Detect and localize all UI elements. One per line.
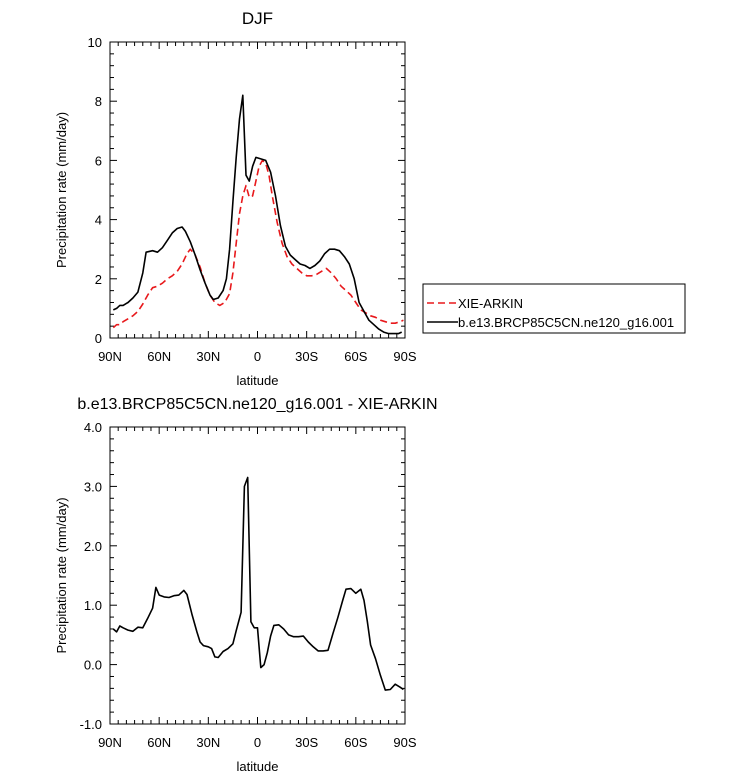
chart1-y-tick-label: 10 xyxy=(88,35,102,50)
chart2-x-tick-label: 90N xyxy=(98,735,122,750)
chart1-x-tick-label: 90N xyxy=(98,349,122,364)
chart1-plot-frame xyxy=(109,41,406,339)
chart2-y-tick-label: 1.0 xyxy=(84,598,102,613)
chart2-x-axis-label: latitude xyxy=(237,759,279,774)
chart1-x-tick-label: 90S xyxy=(393,349,416,364)
legend-box xyxy=(422,283,686,334)
chart1-y-tick-label: 2 xyxy=(95,272,102,287)
chart2-y-tick-label: 2.0 xyxy=(84,539,102,554)
chart1-x-axis-label: latitude xyxy=(237,373,279,388)
chart2-y-tick-label: 4.0 xyxy=(84,420,102,435)
chart2-y-tick-label: 0.0 xyxy=(84,658,102,673)
legend-label-1: XIE-ARKIN xyxy=(458,296,523,311)
chart1-x-tick-label: 60S xyxy=(344,349,367,364)
chart2-y-axis-label: Precipitation rate (mm/day) xyxy=(54,497,69,653)
chart2-series-line-1 xyxy=(112,476,404,691)
chart2-y-tick-label: -1.0 xyxy=(80,717,102,732)
chart1-y-tick-label: 6 xyxy=(95,153,102,168)
chart2-title: b.e13.BRCP85C5CN.ne120_g16.001 - XIE-ARK… xyxy=(77,396,437,413)
chart2-plot-frame xyxy=(109,426,406,725)
chart1-y-tick-label: 8 xyxy=(95,94,102,109)
chart1-x-tick-label: 30S xyxy=(295,349,318,364)
chart1-series-line-1 xyxy=(112,159,404,329)
chart2-x-tick-label: 90S xyxy=(393,735,416,750)
chart2-x-tick-label: 60N xyxy=(147,735,171,750)
chart2-x-tick-label: 0 xyxy=(254,735,261,750)
chart1-y-tick-label: 4 xyxy=(95,213,102,228)
chart1-x-tick-label: 30N xyxy=(196,349,220,364)
chart1-y-tick-label: 0 xyxy=(95,331,102,346)
chart2-x-tick-label: 30N xyxy=(196,735,220,750)
chart1-series-line-2 xyxy=(112,94,403,335)
chart1-x-tick-label: 60N xyxy=(147,349,171,364)
chart2-y-tick-label: 3.0 xyxy=(84,479,102,494)
chart1-title: DJF xyxy=(242,9,273,28)
chart2-x-tick-label: 60S xyxy=(344,735,367,750)
legend-label-2: b.e13.BRCP85C5CN.ne120_g16.001 xyxy=(458,315,674,330)
chart2-x-tick-label: 30S xyxy=(295,735,318,750)
chart1-y-axis-label: Precipitation rate (mm/day) xyxy=(54,112,69,268)
chart1-x-tick-label: 0 xyxy=(254,349,261,364)
